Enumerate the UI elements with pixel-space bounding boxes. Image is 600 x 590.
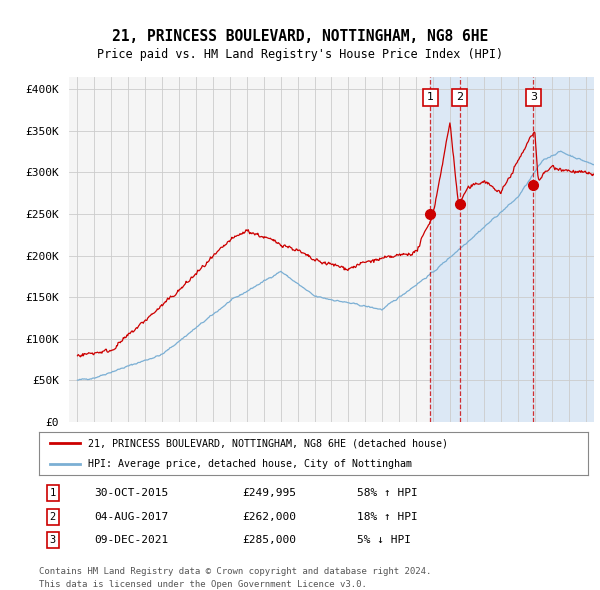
Text: £262,000: £262,000 [242, 512, 296, 522]
Text: 3: 3 [530, 93, 537, 103]
Text: Price paid vs. HM Land Registry's House Price Index (HPI): Price paid vs. HM Land Registry's House … [97, 48, 503, 61]
Bar [430, 77, 600, 422]
Text: 09-DEC-2021: 09-DEC-2021 [94, 535, 168, 545]
Text: 2: 2 [50, 512, 56, 522]
Text: 5% ↓ HPI: 5% ↓ HPI [358, 535, 412, 545]
Text: 1: 1 [50, 488, 56, 498]
Text: 1: 1 [427, 93, 434, 103]
Text: 21, PRINCESS BOULEVARD, NOTTINGHAM, NG8 6HE: 21, PRINCESS BOULEVARD, NOTTINGHAM, NG8 … [112, 29, 488, 44]
Text: 3: 3 [50, 535, 56, 545]
Text: 2: 2 [457, 93, 463, 103]
Text: 18% ↑ HPI: 18% ↑ HPI [358, 512, 418, 522]
Text: 21, PRINCESS BOULEVARD, NOTTINGHAM, NG8 6HE (detached house): 21, PRINCESS BOULEVARD, NOTTINGHAM, NG8 … [88, 438, 448, 448]
Text: 58% ↑ HPI: 58% ↑ HPI [358, 488, 418, 498]
Text: £285,000: £285,000 [242, 535, 296, 545]
Text: 30-OCT-2015: 30-OCT-2015 [94, 488, 168, 498]
Text: Contains HM Land Registry data © Crown copyright and database right 2024.: Contains HM Land Registry data © Crown c… [39, 566, 431, 576]
Text: 04-AUG-2017: 04-AUG-2017 [94, 512, 168, 522]
Text: HPI: Average price, detached house, City of Nottingham: HPI: Average price, detached house, City… [88, 459, 412, 468]
Text: This data is licensed under the Open Government Licence v3.0.: This data is licensed under the Open Gov… [39, 579, 367, 589]
Text: £249,995: £249,995 [242, 488, 296, 498]
